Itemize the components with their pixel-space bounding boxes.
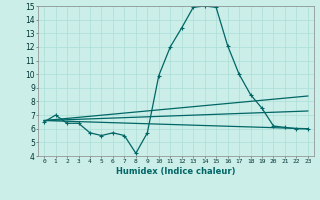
X-axis label: Humidex (Indice chaleur): Humidex (Indice chaleur) (116, 167, 236, 176)
